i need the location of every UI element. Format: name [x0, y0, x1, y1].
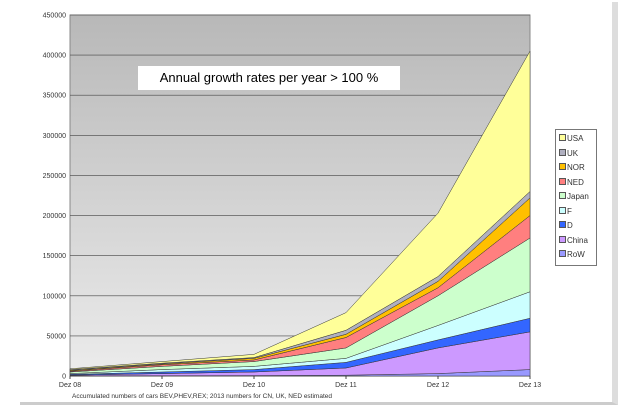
legend-label: China	[567, 235, 588, 245]
legend-swatch	[559, 148, 566, 156]
footnote: Accumulated numbers of cars BEV,PHEV,REX…	[72, 393, 332, 400]
y-tick-label: 300000	[43, 133, 66, 140]
legend-label: F	[567, 206, 572, 216]
legend-label: RoW	[567, 250, 585, 259]
legend-item-row: RoW	[556, 248, 596, 263]
x-tick-label: Dez 12	[427, 382, 449, 389]
y-tick-label: 350000	[43, 93, 66, 100]
y-tick-label: 0	[62, 374, 66, 381]
legend-item-nor: NOR	[556, 161, 596, 176]
legend-swatch	[559, 235, 566, 243]
legend-label: NED	[567, 177, 584, 187]
y-tick-label: 150000	[43, 253, 66, 260]
legend-swatch	[559, 206, 566, 214]
y-tick-label: 450000	[43, 13, 66, 20]
legend-swatch	[559, 250, 566, 257]
legend-item-d: D	[556, 219, 596, 234]
area-usa	[69, 50, 531, 370]
legend-item-ned: NED	[556, 176, 596, 191]
legend-label: Japan	[567, 192, 589, 201]
x-tick-label: Dez 10	[243, 382, 265, 389]
legend-label: UK	[567, 148, 579, 158]
legend-swatch	[559, 163, 566, 170]
legend-item-japan: Japan	[556, 190, 596, 205]
legend-item-f: F	[556, 205, 596, 220]
legend-item-uk: UK	[556, 147, 596, 162]
legend-label: NOR	[567, 163, 585, 172]
y-tick-label: 200000	[43, 213, 66, 220]
chart-title: Annual growth rates per year > 100 %	[138, 66, 400, 90]
x-tick-label: Dez 11	[335, 382, 357, 389]
y-tick-label: 100000	[43, 293, 66, 300]
legend: USA UK NOR NED Japan F D China RoW	[555, 129, 597, 266]
legend-swatch	[559, 221, 566, 228]
legend-item-usa: USA	[556, 132, 596, 147]
legend-swatch	[559, 177, 566, 185]
x-tick-label: Dez 08	[59, 382, 81, 389]
legend-label: USA	[567, 134, 584, 143]
y-tick-label: 50000	[47, 333, 67, 340]
legend-label: D	[567, 221, 573, 230]
legend-item-china: China	[556, 234, 596, 249]
y-tick-label: 250000	[43, 173, 66, 180]
legend-swatch	[559, 134, 566, 141]
legend-swatch	[559, 192, 566, 199]
x-tick-label: Dez 13	[519, 382, 541, 389]
x-tick-label: Dez 09	[151, 382, 173, 389]
y-tick-label: 400000	[43, 53, 66, 60]
